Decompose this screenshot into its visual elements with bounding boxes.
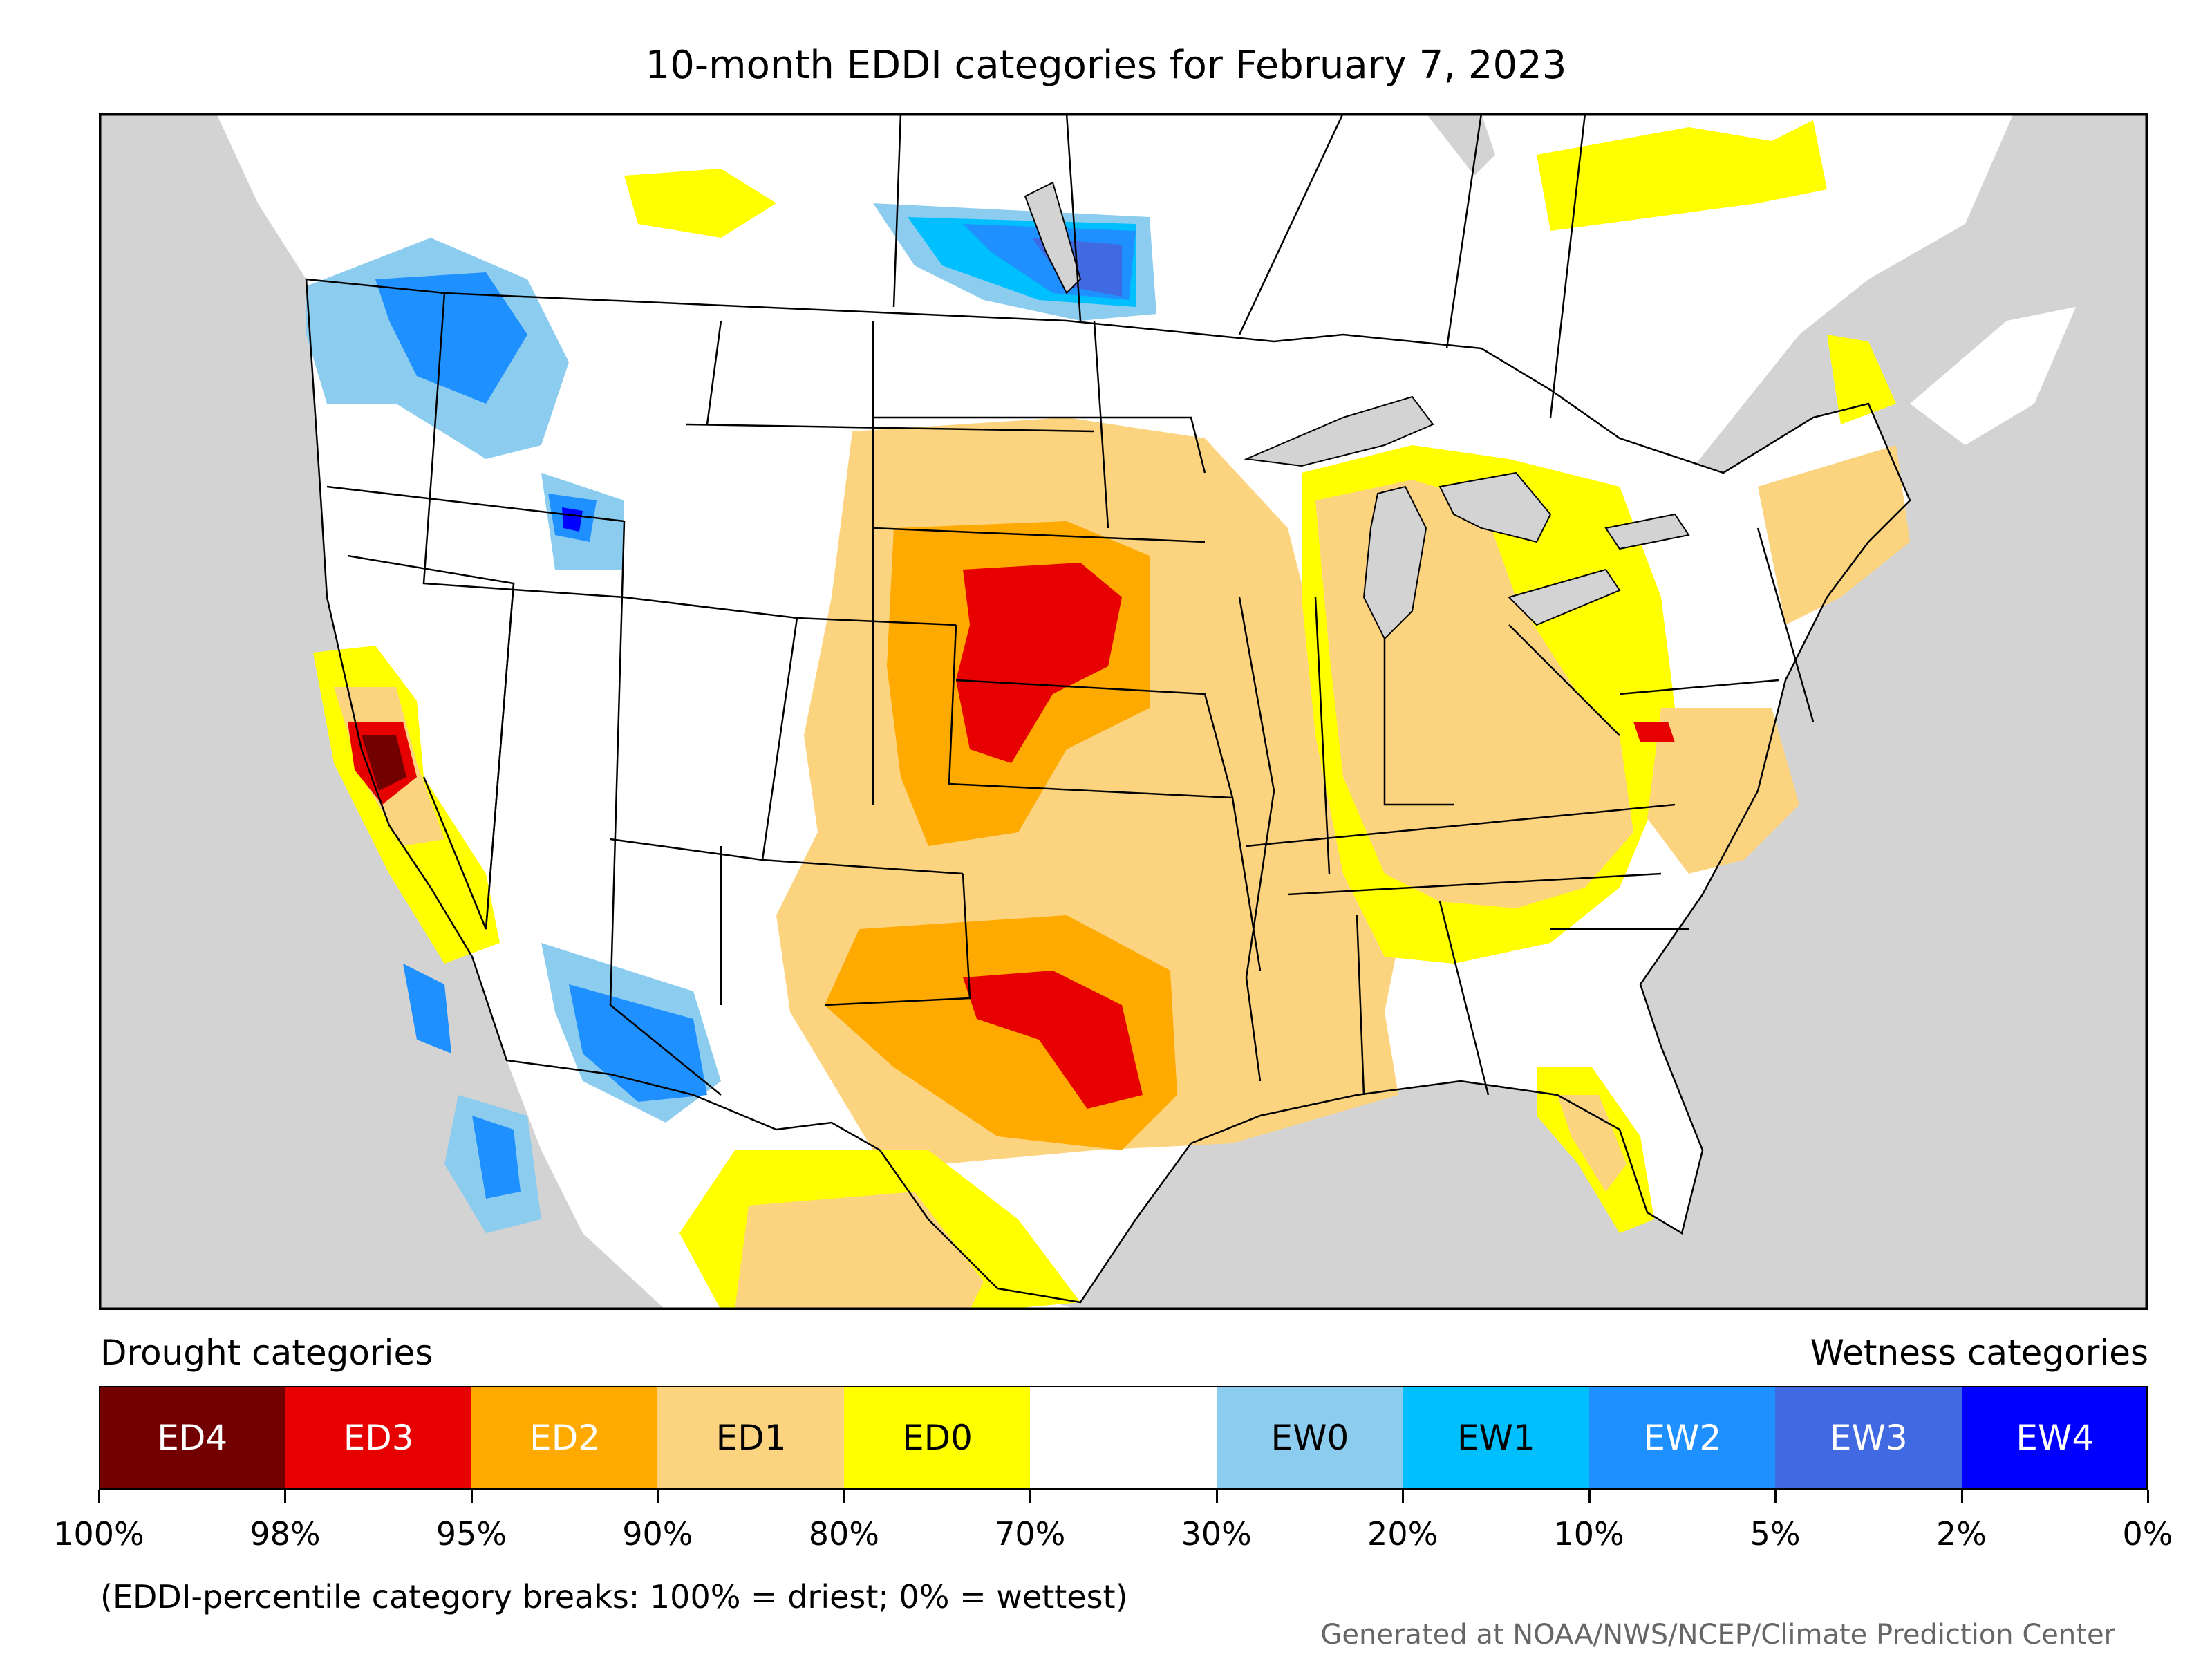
- james-bay: [1426, 113, 1495, 176]
- legend-tick-label: 5%: [1750, 1515, 1801, 1553]
- legend-cell-ed0: ED0: [843, 1386, 1031, 1490]
- legend-tick-label: 80%: [808, 1515, 879, 1553]
- legend-tick-label: 10%: [1553, 1515, 1624, 1553]
- wetness-categories-label: Wetness categories: [1810, 1333, 2148, 1373]
- legend-tick-label: 90%: [622, 1515, 693, 1553]
- eddi-map: [99, 113, 2148, 1310]
- state-borders: [305, 113, 1911, 1304]
- legend-cell-ed2: ED2: [471, 1386, 659, 1490]
- legend-tick: [1774, 1490, 1777, 1503]
- legend-tick: [1402, 1490, 1405, 1503]
- drought-categories-label: Drought categories: [100, 1333, 433, 1373]
- legend-tick: [1960, 1490, 1963, 1503]
- credit-line: Generated at NOAA/NWS/NCEP/Climate Predi…: [1320, 1619, 2115, 1651]
- legend-cell-normal: [1030, 1386, 1217, 1490]
- map-border: [99, 113, 2148, 1310]
- legend-cell-ew0: EW0: [1216, 1386, 1404, 1490]
- legend-tick-label: 70%: [995, 1515, 1066, 1553]
- maritimes-land: [1910, 307, 2076, 445]
- legend-tick: [843, 1490, 845, 1503]
- legend-tick-label: 0%: [2122, 1515, 2173, 1553]
- legend-tick: [1588, 1490, 1591, 1503]
- legend-cell-ed3: ED3: [285, 1386, 472, 1490]
- category-breaks-note: (EDDI-percentile category breaks: 100% =…: [100, 1578, 1128, 1615]
- color-legend: ED4 ED3 ED2 ED1 ED0 EW0 EW1 EW2 EW3 EW4: [99, 1386, 2148, 1490]
- legend-cell-ew1: EW1: [1403, 1386, 1590, 1490]
- map-title: 10-month EDDI categories for February 7,…: [645, 43, 1567, 88]
- legend-cell-ew3: EW3: [1775, 1386, 1962, 1490]
- legend-tick: [1215, 1490, 1218, 1503]
- legend-tick-label: 20%: [1367, 1515, 1438, 1553]
- legend-tick: [1029, 1490, 1032, 1503]
- legend-tick: [470, 1490, 473, 1503]
- legend-tick-label: 98%: [250, 1515, 321, 1553]
- legend-tick: [2147, 1490, 2149, 1503]
- legend-tick: [284, 1490, 287, 1503]
- legend-cell-ew4: EW4: [1961, 1386, 2148, 1490]
- legend-tick-label: 95%: [435, 1515, 507, 1553]
- legend-cell-ed4: ED4: [99, 1386, 286, 1490]
- legend-cell-ed1: ED1: [657, 1386, 845, 1490]
- legend-tick-label: 30%: [1181, 1515, 1252, 1553]
- legend-tick-label: 2%: [1936, 1515, 1987, 1553]
- legend-cell-ew2: EW2: [1588, 1386, 1777, 1490]
- legend-tick: [657, 1490, 659, 1503]
- great-lakes: [1024, 181, 1690, 640]
- legend-tick-label: 100%: [53, 1515, 144, 1553]
- legend-tick: [98, 1490, 100, 1503]
